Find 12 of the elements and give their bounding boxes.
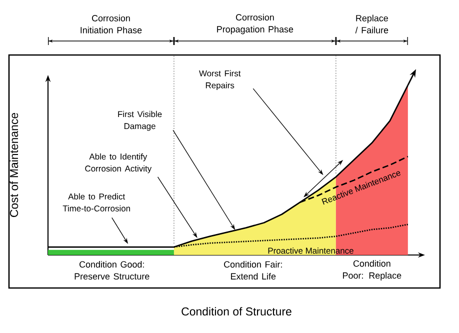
text: Condition Good: Preserve Structure — [74, 261, 150, 280]
text: Corrosion Propagation Phase — [217, 14, 294, 34]
text: Corrosion Initiation Phase — [80, 14, 142, 34]
x-axis-title: Condition of Structure — [182, 307, 292, 316]
text: Replace / Failure — [355, 14, 388, 34]
annotation: Able to Identify Corrosion Activity — [85, 153, 152, 174]
annotation: First Visible Damage — [118, 110, 162, 131]
y-axis-title: Cost of Maintenance — [10, 112, 18, 217]
text: Condition Poor: Replace — [342, 260, 402, 280]
annotation: Worst First Repairs — [199, 70, 241, 90]
annotation: Able to Predict Time-to-Corrosion — [62, 193, 130, 212]
text: Condition Fair: Extend Life — [224, 261, 282, 280]
